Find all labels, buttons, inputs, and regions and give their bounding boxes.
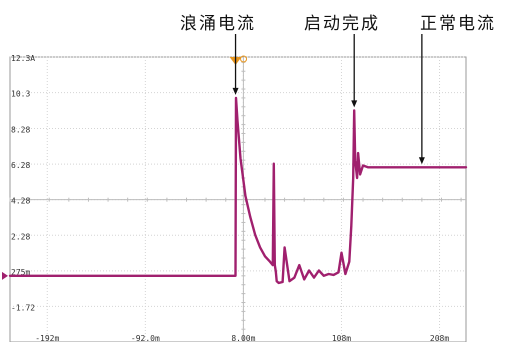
- x-tick-label: -92.0m: [131, 334, 160, 342]
- y-tick-label: 8.28: [11, 126, 30, 135]
- annotation-arrowhead: [232, 87, 239, 95]
- annotation-arrowhead: [418, 157, 425, 165]
- x-tick-label: 108m: [332, 334, 351, 342]
- current-waveform: [8, 96, 468, 285]
- y-tick-label: 12.3A: [11, 54, 35, 63]
- normal-current-annotation: 正常电流: [420, 14, 496, 34]
- x-tick-label: 208m: [430, 334, 449, 342]
- x-tick-label: 8.00m: [231, 334, 255, 342]
- y-tick-label: 4.28: [11, 197, 30, 206]
- y-tick-label: 275m: [11, 268, 30, 277]
- y-tick-label: 2.28: [11, 232, 30, 241]
- inrush-current-annotation: 浪涌电流: [180, 14, 256, 34]
- channel-ground-marker: [2, 271, 8, 280]
- y-tick-label: 10.3: [11, 90, 30, 99]
- y-tick-label: 6.28: [11, 161, 30, 170]
- trigger-marker-ring: [240, 55, 248, 63]
- annotation-arrowhead: [351, 100, 358, 108]
- startup-complete-annotation: 启动完成: [304, 14, 380, 34]
- y-tick-label: -1.72: [11, 303, 35, 312]
- x-tick-label: -192m: [35, 334, 59, 342]
